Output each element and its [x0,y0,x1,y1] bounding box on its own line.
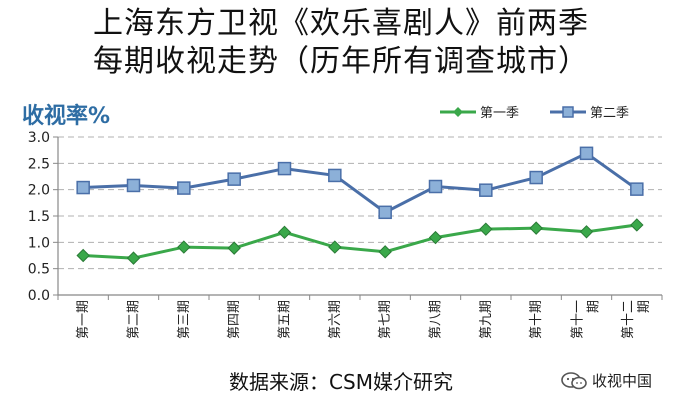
data-point-diamond [227,241,241,255]
chart-title-line1: 上海东方卫视《欢乐喜剧人》前两季 [93,6,589,41]
data-point-diamond [579,225,594,239]
x-tick-label: 第十二 [621,300,636,339]
x-tick-label-suffix: 期 [637,300,652,313]
data-point-square [428,179,443,194]
data-point-diamond [126,251,141,265]
legend-marker-diamond [453,107,463,117]
x-tick-label: 第九期 [479,300,494,339]
chart-title-line2: 每期收视走势（历年所有调查城市） [93,44,589,79]
y-tick-label: 1.0 [28,235,50,251]
y-tick-label: 0.0 [28,288,50,304]
data-point-square [177,181,191,195]
data-point-diamond [328,240,342,254]
data-point-diamond [630,218,644,232]
legend-label: 第二季 [590,106,629,121]
y-axis-unit-label: 收视率% [22,104,111,129]
series-line-2 [83,151,638,215]
x-tick-label: 第七期 [378,300,393,339]
watermark: 收视中国 [560,370,652,391]
data-point-square [579,146,594,161]
x-tick-label: 第二期 [127,300,142,339]
y-tick-label: 3.0 [28,130,50,146]
legend-marker-square [562,106,574,118]
watermark-text: 收视中国 [592,372,653,390]
x-tick-label: 第四期 [227,300,242,339]
x-tick-label: 第八期 [429,300,444,339]
data-point-square [479,183,493,197]
x-tick-label: 第十一 [571,300,586,339]
x-tick-label-suffix: 期 [587,300,602,313]
data-point-square [126,178,141,193]
data-point-diamond [76,248,90,263]
data-point-diamond [177,240,191,254]
data-point-diamond [277,225,292,240]
x-tick-label: 第十期 [529,300,544,339]
data-point-square [378,205,392,220]
data-point-square [328,168,342,183]
data-point-diamond [378,245,392,259]
data-point-square [227,172,241,186]
data-point-diamond [529,221,543,235]
x-tick-label: 第六期 [328,300,343,339]
y-tick-label: 0.5 [28,262,50,278]
data-point-square [630,182,644,196]
x-tick-label: 第三期 [177,300,192,339]
data-source-note: 数据来源：CSM媒介研究 [229,370,453,394]
series-line-1 [83,223,638,260]
y-tick-label: 2.5 [28,156,50,172]
x-tick-label: 第五期 [278,300,293,339]
data-point-square [529,170,543,185]
data-point-square [277,161,292,176]
data-point-diamond [428,230,443,245]
legend-label: 第一季 [480,106,519,121]
y-tick-label: 2.0 [28,183,50,199]
y-tick-label: 1.5 [28,209,50,225]
data-point-diamond [479,222,493,236]
wechat-icon [561,371,587,389]
data-point-square [76,180,90,195]
x-tick-label: 第一期 [76,300,91,339]
